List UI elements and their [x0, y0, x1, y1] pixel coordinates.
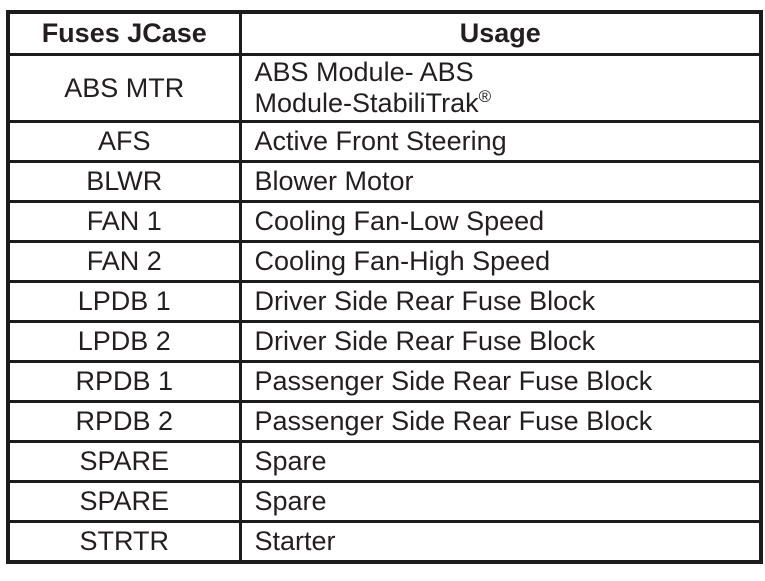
header-fuses-jcase: Fuses JCase — [6, 10, 242, 56]
table-row: SPARE Spare — [6, 440, 763, 483]
fuse-cell: SPARE — [6, 480, 242, 523]
fuse-cell: FAN 2 — [6, 240, 242, 283]
usage-line-1: ABS Module- ABS — [254, 57, 474, 87]
table-row: LPDB 1 Driver Side Rear Fuse Block — [6, 280, 763, 323]
usage-cell: Spare — [238, 440, 763, 483]
table-row: BLWR Blower Motor — [6, 160, 763, 203]
usage-cell: Passenger Side Rear Fuse Block — [238, 400, 763, 443]
usage-cell: Spare — [238, 480, 763, 523]
usage-cell: Passenger Side Rear Fuse Block — [238, 360, 763, 403]
usage-cell: Active Front Steering — [238, 120, 763, 163]
fuse-cell: RPDB 1 — [6, 360, 242, 403]
fuse-cell: BLWR — [6, 160, 242, 203]
fuse-cell: STRTR — [6, 520, 242, 564]
usage-cell: Blower Motor — [238, 160, 763, 203]
usage-cell: Cooling Fan-Low Speed — [238, 200, 763, 243]
table-row: FAN 1 Cooling Fan-Low Speed — [6, 200, 763, 243]
usage-cell: Driver Side Rear Fuse Block — [238, 320, 763, 363]
registered-trademark-symbol: ® — [478, 87, 492, 106]
table-row: FAN 2 Cooling Fan-High Speed — [6, 240, 763, 283]
header-usage: Usage — [238, 10, 763, 56]
fuse-cell: SPARE — [6, 440, 242, 483]
usage-cell: ABS Module- ABS Module-StabiliTrak® — [238, 53, 763, 123]
fuse-cell: AFS — [6, 120, 242, 163]
fuse-cell: ABS MTR — [6, 53, 242, 123]
table-header-row: Fuses JCase Usage — [6, 10, 763, 56]
usage-line-2: Module-StabiliTrak — [254, 88, 479, 118]
fuse-cell: RPDB 2 — [6, 400, 242, 443]
usage-cell: Driver Side Rear Fuse Block — [238, 280, 763, 323]
fuse-cell: LPDB 1 — [6, 280, 242, 323]
fuse-cell: LPDB 2 — [6, 320, 242, 363]
table-row: LPDB 2 Driver Side Rear Fuse Block — [6, 320, 763, 363]
table-row: ABS MTR ABS Module- ABS Module-StabiliTr… — [6, 53, 763, 123]
usage-cell: Cooling Fan-High Speed — [238, 240, 763, 283]
table-row: SPARE Spare — [6, 480, 763, 523]
table-row: AFS Active Front Steering — [6, 120, 763, 163]
table-row: RPDB 1 Passenger Side Rear Fuse Block — [6, 360, 763, 403]
usage-cell: Starter — [238, 520, 763, 564]
table-row: STRTR Starter — [6, 520, 763, 564]
table-row: RPDB 2 Passenger Side Rear Fuse Block — [6, 400, 763, 443]
fuse-usage-table: Fuses JCase Usage ABS MTR ABS Module- AB… — [6, 10, 763, 564]
fuse-cell: FAN 1 — [6, 200, 242, 243]
